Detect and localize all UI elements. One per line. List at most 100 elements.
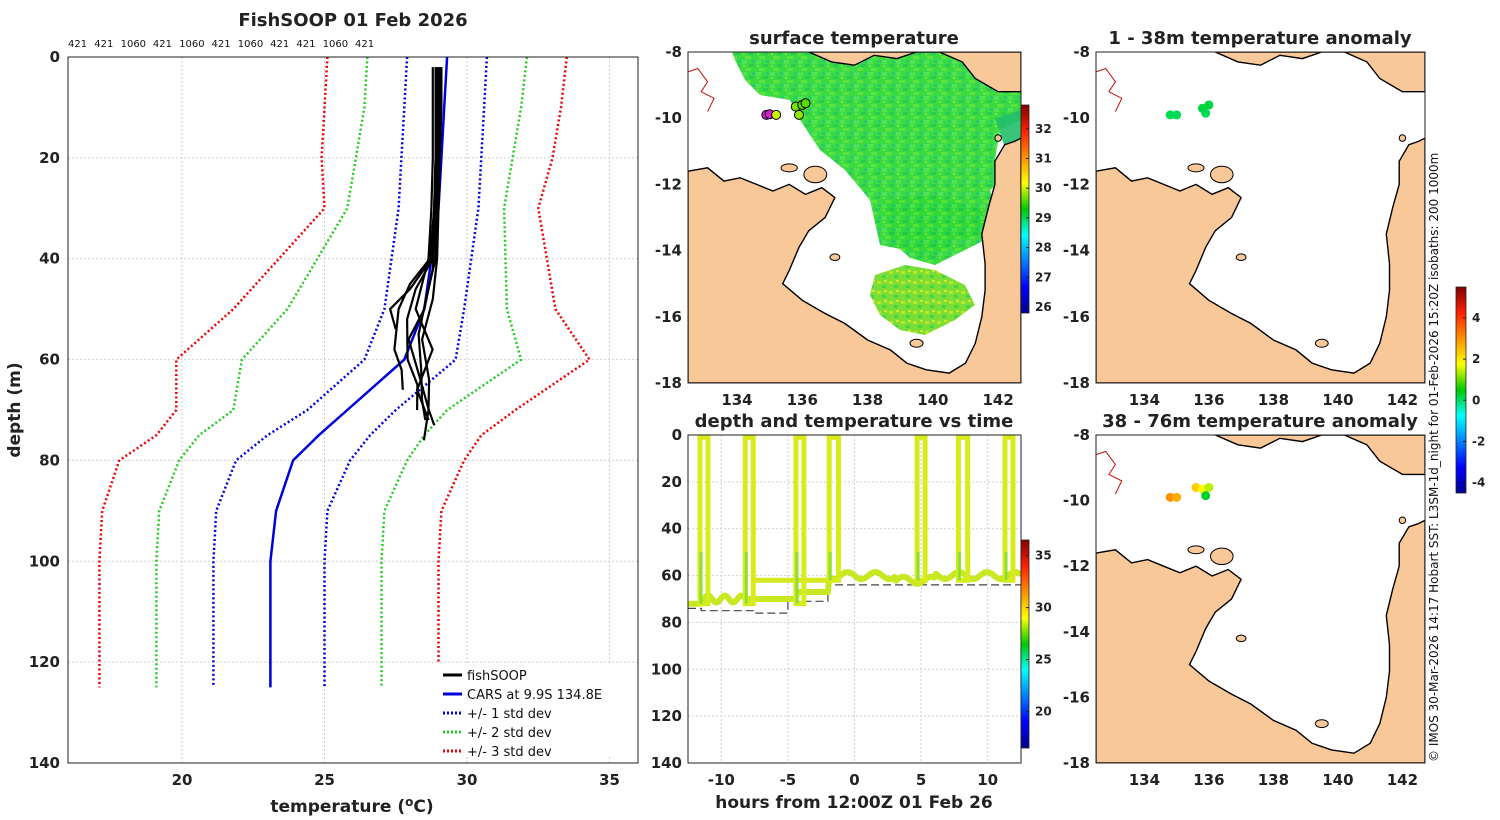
map-ytick-label: -14 — [1063, 242, 1090, 260]
island — [909, 338, 924, 348]
island — [1235, 253, 1247, 262]
profile-top-label: 1060 — [238, 39, 263, 50]
profile-legend: fishSOOP CARS at 9.9S 134.8E +/- 1 std dev… — [437, 663, 615, 760]
anom1-title: 1 - 38m temperature anomaly — [1108, 28, 1411, 49]
fishsoop-profile-line — [407, 67, 440, 426]
map-xtick-label: 140 — [1322, 771, 1353, 789]
sst-title: surface temperature — [749, 28, 959, 49]
island — [1235, 634, 1247, 643]
map-ytick-label: -18 — [1063, 754, 1090, 772]
map-data-point — [1165, 110, 1175, 120]
map-xtick-label: 140 — [917, 391, 948, 409]
australia-land — [688, 137, 1021, 383]
profile-xtick-label: 20 — [172, 771, 193, 789]
dive-profile — [955, 435, 971, 583]
colorbar-tick-label: 32 — [1035, 122, 1052, 136]
profile-xtick-label: 30 — [457, 771, 478, 789]
profile-xlabel: temperature (oC) — [270, 795, 433, 817]
island — [1210, 165, 1234, 184]
map-data-point — [1172, 110, 1182, 120]
colorbar-tick-label: 20 — [1035, 705, 1052, 719]
map-xtick-label: 134 — [721, 391, 752, 409]
anomaly-colorbar-bar — [1455, 286, 1467, 494]
std-dev-lower-line — [98, 57, 329, 688]
new-guinea-land — [1215, 435, 1425, 476]
profile-ytick-label: 80 — [39, 451, 60, 469]
island — [1210, 547, 1234, 566]
profile-ytick-label: 100 — [29, 552, 60, 570]
map-ytick-label: -16 — [1063, 688, 1090, 706]
anomaly-1-38-map: 1 - 38m temperature anomaly 134 136 138 140… — [1063, 28, 1426, 409]
island — [829, 253, 841, 262]
new-guinea-land — [808, 52, 1021, 93]
map-ytick-label: -12 — [1063, 175, 1090, 193]
fishsoop-profile-line — [420, 67, 443, 441]
map-data-point — [1165, 492, 1175, 502]
ts-xtick-label: -5 — [780, 771, 797, 789]
island — [803, 165, 828, 184]
ts-ytick-label: 120 — [651, 707, 682, 725]
colorbar-tick-label: 28 — [1035, 241, 1052, 255]
map-ytick-label: -8 — [1073, 426, 1090, 444]
dive-profile — [697, 435, 711, 607]
map-ytick-label: -8 — [665, 43, 682, 61]
profile-ylabel: depth (m) — [5, 362, 25, 457]
map-xtick-label: 138 — [1258, 771, 1289, 789]
map-ytick-label: -14 — [655, 242, 682, 260]
map-xtick-label: 142 — [1387, 391, 1418, 409]
fishsoop-profile-line — [388, 67, 439, 330]
map-data-point — [1204, 482, 1214, 492]
legend-label: +/- 1 std dev — [467, 707, 552, 722]
profile-top-label: 1060 — [323, 39, 348, 50]
sst-colorbar — [1020, 104, 1030, 314]
island — [1187, 545, 1205, 555]
map-data-point — [1204, 100, 1214, 110]
isobath-line — [1096, 450, 1123, 495]
anom2-title: 38 - 76m temperature anomaly — [1102, 411, 1418, 432]
colorbar-tick-label: 26 — [1035, 300, 1052, 314]
seafloor-line — [688, 584, 1021, 614]
dive-profile — [742, 435, 756, 607]
profile-top-label: 421 — [355, 39, 374, 50]
depth-temperature-time-chart: depth and temperature vs time -10 -5 0 5 100… — [651, 411, 1052, 813]
colorbar-tick-label: 29 — [1035, 211, 1052, 225]
map-xtick-label: 134 — [1129, 771, 1160, 789]
profile-top-label: 421 — [270, 39, 289, 50]
ts-ytick-label: 20 — [661, 473, 682, 491]
sst-field-south — [870, 265, 975, 335]
std-dev-upper-line — [380, 57, 529, 688]
profile-ytick-label: 120 — [29, 653, 60, 671]
profile-xtick-label: 35 — [599, 771, 620, 789]
ts-ytick-label: 0 — [672, 426, 682, 444]
map-ytick-label: -12 — [655, 175, 682, 193]
map-data-point — [794, 109, 804, 120]
side-caption: © IMOS 30-Mar-2026 14:17 Hobart SST: L3S… — [1427, 153, 1441, 762]
map-xtick-label: 138 — [1258, 391, 1289, 409]
map-data-point — [771, 109, 782, 120]
ts-ytick-label: 100 — [651, 660, 682, 678]
ts-xtick-label: 0 — [849, 771, 859, 789]
colorbar-tick-label: 4 — [1472, 311, 1480, 325]
map-ytick-label: -10 — [1063, 492, 1090, 510]
map-ytick-label: -16 — [1063, 308, 1090, 326]
island — [1398, 516, 1407, 525]
island — [1398, 134, 1407, 142]
map-xtick-label: 136 — [1193, 771, 1224, 789]
ts-xtick-label: -10 — [708, 771, 735, 789]
island — [1314, 719, 1329, 729]
dive-profile — [826, 435, 842, 583]
anomaly-38-76-map: 38 - 76m temperature anomaly 134 136 138 14… — [1063, 411, 1426, 789]
legend-label: +/- 2 std dev — [467, 726, 552, 741]
island — [780, 163, 798, 173]
profile-ytick-label: 60 — [39, 351, 60, 369]
map-ytick-label: -16 — [655, 308, 682, 326]
legend-label: fishSOOP — [467, 669, 527, 684]
ts-ytick-label: 80 — [661, 613, 682, 631]
profile-top-label: 421 — [212, 39, 231, 50]
colorbar-tick-label: 35 — [1035, 549, 1052, 563]
ts-ytick-label: 40 — [661, 520, 682, 538]
map-xtick-label: 136 — [787, 391, 818, 409]
map-data-point — [1172, 492, 1182, 502]
map-xtick-label: 140 — [1322, 391, 1353, 409]
profile-top-label: 421 — [68, 39, 87, 50]
